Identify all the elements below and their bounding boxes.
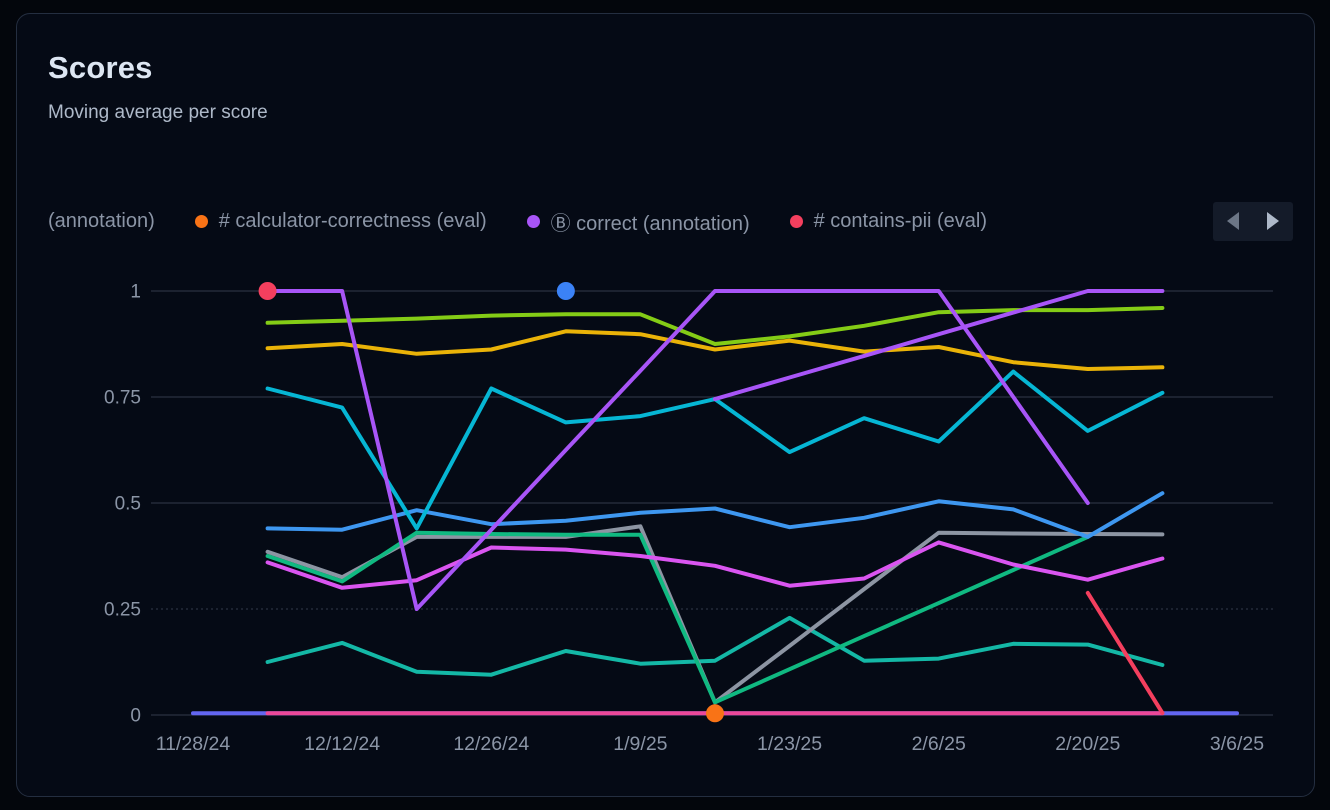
legend-item-calculator-correctness[interactable]: # calculator-correctness (eval) [194,209,487,233]
series-sky-blue [265,491,1165,539]
legend-dot-icon [194,214,208,228]
x-axis-tick-label: 12/26/24 [453,733,529,755]
page-title: Scores [48,50,153,85]
marker-calculator-correctness-point [705,704,724,723]
series-contains-pii-red [1085,590,1165,715]
marker-contains-pii-point [258,282,277,300]
y-axis-tick-label: 0.75 [104,388,141,409]
scores-line-chart[interactable]: 0 0.25 0.5 0.75 1 11/28/24 12/12/24 12/26/24 1/9… [17,244,1314,804]
series-purple-rising [713,289,1165,402]
y-axis-tick-label: 0 [130,706,141,727]
x-axis-tick-label: 2/6/25 [912,733,966,755]
series-correct-annotation-purple [265,289,1090,611]
legend-dot-icon [789,214,803,228]
legend: (annotation) # calculator-correctness (e… [48,201,1293,241]
y-axis-tick-label: 0.25 [104,600,141,621]
x-axis-tick-label: 1/23/25 [757,733,822,755]
legend-pagination [1213,201,1293,241]
series-emerald [265,530,1090,705]
y-axis-tick-label: 1 [130,282,141,303]
scores-card: Scores Moving average per score (annotat… [16,13,1315,797]
x-axis-tick-label: 11/28/24 [156,733,231,755]
series-amber [265,329,1165,371]
legend-item-label: # calculator-correctness (eval) [218,209,487,232]
y-axis-tick-label: 0.5 [115,494,141,515]
marker-blue-point [556,282,575,300]
x-axis-tick-label: 12/12/24 [304,733,380,755]
legend-item-label: # contains-pii (eval) [813,209,988,232]
legend-item-label: Ⓑ correct (annotation) [550,212,750,235]
legend-next-button[interactable] [1258,206,1288,236]
legend-dot-icon [526,214,540,228]
page-subtitle: Moving average per score [48,102,268,123]
series-lime-green [265,306,1165,346]
x-axis-tick-label: 2/20/25 [1055,733,1120,755]
series-teal-low [265,615,1165,677]
series-cyan [265,369,1165,531]
x-axis-tick-label: 1/9/25 [613,733,667,755]
legend-item-label: (annotation) [48,209,155,232]
legend-item-annotation[interactable]: (annotation) [48,210,155,233]
legend-item-correct[interactable]: Ⓑ correct (annotation) [526,207,750,236]
x-axis-tick-label: 3/6/25 [1210,733,1264,755]
series-magenta [265,540,1165,590]
legend-prev-button[interactable] [1218,206,1248,236]
chevron-left-icon [1227,212,1239,230]
chevron-right-icon [1267,212,1279,230]
legend-item-contains-pii[interactable]: # contains-pii (eval) [789,209,988,233]
